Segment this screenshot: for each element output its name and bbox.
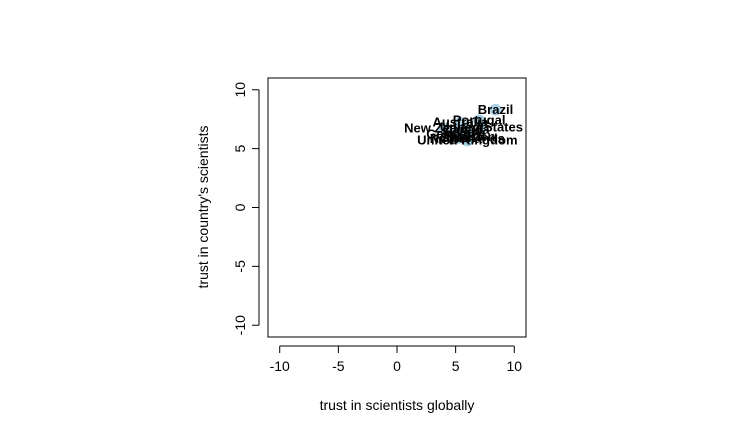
point-label: Netherlands [430, 131, 505, 146]
y-axis: -10 -5 0 5 10 [232, 82, 260, 335]
y-tick-label: -10 [232, 315, 248, 335]
data-point [475, 121, 488, 134]
x-tick-label: -5 [332, 358, 345, 374]
data-point [461, 134, 474, 147]
plot-frame [267, 77, 527, 338]
data-point [451, 132, 464, 145]
point-label: Canada [443, 122, 491, 137]
point-label: France [443, 128, 486, 143]
data-point [437, 122, 450, 135]
data-point [489, 103, 502, 116]
point-label: New Zealand [404, 121, 484, 136]
point-label: Portugal [453, 112, 506, 127]
x-tick-label: 5 [452, 358, 460, 374]
point-label: Brazil [478, 102, 513, 117]
point-label: Australia [433, 115, 489, 130]
point-label: United Kingdom [417, 132, 517, 147]
point-label: Sweden [446, 129, 495, 144]
data-points [437, 103, 502, 147]
y-tick-label: 0 [232, 203, 248, 211]
x-tick-label: 10 [506, 358, 522, 374]
y-tick-label: 10 [232, 82, 248, 98]
point-label: United States [440, 119, 523, 134]
point-label: Germany [426, 127, 483, 142]
y-tick-label: -5 [232, 260, 248, 273]
y-tick-label: 5 [232, 145, 248, 153]
y-axis-title: trust in country's scientists [195, 126, 211, 289]
x-tick-label: -10 [270, 358, 290, 374]
x-tick-label: 0 [393, 358, 401, 374]
point-label: Spain [440, 130, 475, 145]
x-axis: -10 -5 0 5 10 [270, 345, 522, 374]
x-axis-title: trust in scientists globally [320, 397, 475, 413]
